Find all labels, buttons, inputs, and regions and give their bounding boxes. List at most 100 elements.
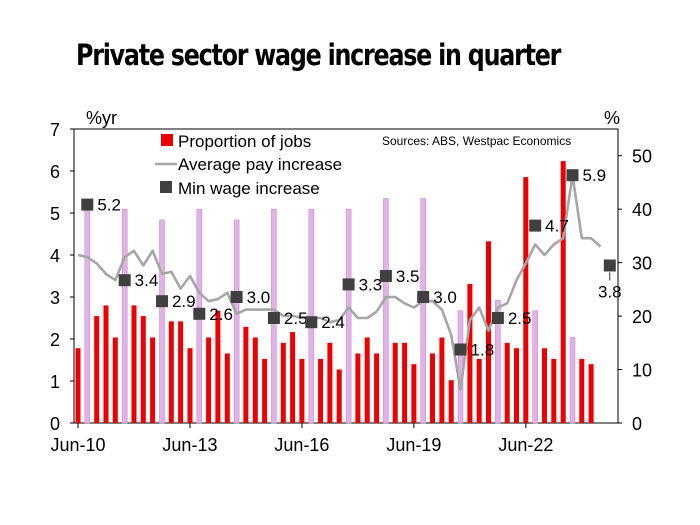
jobs-bar [374,353,380,423]
left-tick-label: 5 [50,204,60,224]
jobs-bar [569,337,576,424]
right-tick-label: 10 [632,361,652,381]
left-tick-label: 4 [50,246,60,266]
jobs-bar [308,208,315,424]
min-wage-label: 5.9 [582,166,606,185]
left-axis-unit: %yr [86,108,117,128]
jobs-bar [439,337,445,423]
left-tick-label: 1 [50,372,60,392]
avg-pay-series-line [77,173,602,391]
source-note: Sources: ABS, Westpac Economics [382,134,571,148]
min-wage-marker [118,274,131,287]
min-wage-label: 4.7 [545,217,569,236]
jobs-bar [215,310,221,423]
jobs-bar [579,358,585,423]
min-wage-label: 2.9 [172,292,196,311]
jobs-bar [252,337,258,423]
jobs-bar [280,342,286,423]
min-wage-label: 3.0 [247,288,271,307]
jobs-bar [588,364,594,423]
jobs-bar [318,358,324,423]
jobs-bar [514,348,519,423]
min-wage-marker [529,219,542,232]
jobs-bar [131,305,137,423]
jobs-bar [84,208,91,424]
min-wage-label: 3.0 [433,288,457,307]
min-wage-marker [230,291,243,303]
jobs-bars [75,161,594,424]
jobs-bar [551,358,557,423]
legend-swatch-jobs [161,134,173,146]
min-wage-label: 2.5 [508,309,532,328]
right-axis-unit: % [604,108,620,128]
min-wage-label: 2.5 [284,309,308,328]
x-tick-label: Jun-19 [386,435,441,455]
jobs-bar [290,332,296,423]
jobs-bar [243,326,249,423]
left-tick-label: 2 [50,330,60,350]
jobs-bar [112,337,118,423]
min-wage-label: 5.2 [97,196,121,215]
left-tick-label: 0 [50,414,60,434]
jobs-bar [355,353,361,423]
jobs-bar [336,369,342,423]
jobs-bar [121,208,128,424]
jobs-bar [411,364,417,423]
right-tick-label: 20 [632,307,652,327]
right-tick-label: 40 [632,200,652,220]
min-wage-marker [193,307,206,320]
min-wage-marker [81,198,94,211]
right-tick-label: 50 [632,147,652,167]
jobs-bar [542,348,547,423]
min-wage-markers: 5.2 3.4 2.9 2.6 3.0 2.5 2.4 3.3 3.5 3.0 1.8 2.5 4.7 5… [81,166,622,360]
jobs-bar [94,316,100,423]
jobs-bar [178,321,184,423]
jobs-bar [168,321,174,423]
avg-pay-line [77,173,602,391]
legend-label-avg: Average pay increase [178,155,342,174]
min-wage-label: 3.5 [396,267,420,286]
min-wage-marker [342,278,355,291]
jobs-bar [383,198,389,424]
jobs-bar [476,358,482,423]
x-tick-label: Jun-22 [498,435,553,455]
left-tick-label: 6 [50,162,60,182]
min-wage-marker [454,343,467,356]
min-wage-label: 3.8 [598,283,622,302]
jobs-bar [299,358,305,423]
min-wage-marker [156,295,168,308]
left-tick-label: 7 [50,120,60,140]
jobs-bar [150,337,156,423]
min-wage-label: 1.8 [471,341,495,360]
min-wage-marker [305,316,318,329]
jobs-bar [560,161,566,423]
jobs-bar [224,353,230,423]
min-wage-marker [603,259,616,272]
min-wage-marker [379,270,392,282]
legend-label-min: Min wage increase [178,179,320,198]
right-tick-label: 0 [632,414,642,434]
legend-label-jobs: Proportion of jobs [178,132,311,151]
chart-title: Private sector wage increase in quarter [76,38,561,72]
jobs-bar [430,353,435,423]
x-tick-label: Jun-10 [50,435,105,455]
min-wage-marker [491,312,504,324]
jobs-bar [392,342,398,423]
min-wage-marker [417,291,430,303]
axes: 0 1 2 3 4 5 6 7 0 10 20 30 40 50 Jun-10 Jun-13 Jun-16 Jun… [50,108,652,455]
jobs-bar [262,358,268,423]
min-wage-label: 3.3 [359,275,383,294]
jobs-bar [159,219,165,424]
jobs-bar [75,348,81,423]
jobs-bar [523,177,529,423]
jobs-bar [233,219,240,424]
jobs-bar [532,310,539,424]
min-wage-marker [267,312,280,324]
jobs-bar [420,198,427,424]
right-tick-label: 30 [632,254,652,274]
x-tick-label: Jun-16 [274,435,329,455]
jobs-bar [504,342,510,423]
min-wage-label: 3.4 [135,271,159,290]
jobs-bar [187,348,193,423]
